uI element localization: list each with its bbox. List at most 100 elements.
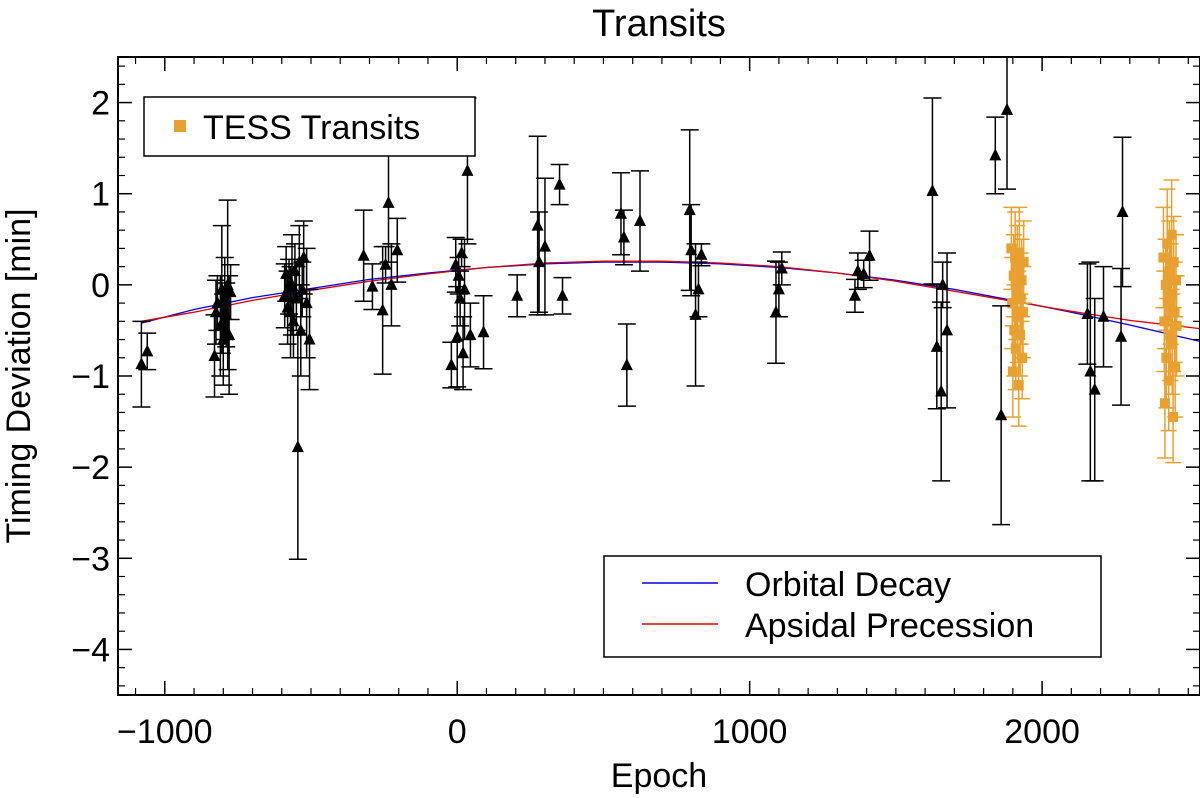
chart-title: Transits (592, 3, 726, 45)
square-marker (1016, 275, 1027, 286)
transit-point (508, 274, 527, 318)
transit-point (933, 261, 952, 309)
triangle-marker (141, 344, 154, 357)
x-axis-label: Epoch (611, 757, 707, 795)
y-tick-label: 1 (91, 176, 110, 214)
transit-point (455, 238, 474, 341)
triangle-marker (556, 288, 569, 301)
triangle-marker (223, 327, 236, 340)
transit-point (617, 323, 636, 407)
transit-point (221, 264, 240, 321)
triangle-marker (391, 243, 404, 256)
y-tick-label: 0 (91, 267, 110, 305)
tess-transit-point (1168, 274, 1185, 377)
square-marker (1162, 298, 1173, 309)
transit-point (1085, 297, 1104, 482)
triangle-marker (303, 332, 316, 345)
transit-point (682, 203, 701, 297)
legend-models: Orbital Decay Apsidal Precession (603, 555, 1102, 658)
transit-point (530, 211, 549, 313)
triangle-marker (930, 339, 943, 352)
triangle-marker (445, 358, 458, 371)
transit-point (611, 172, 630, 256)
transit-point (288, 334, 307, 560)
legend-tess: TESS Transits (143, 96, 476, 157)
transit-point (692, 243, 711, 267)
triangle-marker (294, 323, 307, 336)
transit-point (1112, 267, 1131, 406)
triangle-marker (209, 305, 222, 318)
triangle-marker (775, 261, 788, 274)
transit-point (382, 243, 401, 327)
square-marker (1009, 325, 1020, 336)
y-axis-label: Timing Deviation [min] (0, 208, 38, 543)
triangle-marker (848, 288, 861, 301)
triangle-marker (683, 203, 696, 216)
x-tick-label: −1000 (117, 713, 213, 751)
triangle-marker (941, 323, 954, 336)
transit-point (138, 332, 157, 371)
triangle-marker (617, 230, 630, 243)
triangle-marker (366, 279, 379, 292)
x-tick-label: 0 (448, 713, 467, 751)
triangle-marker (620, 358, 633, 371)
triangle-marker (1088, 382, 1101, 395)
transit-point (997, 56, 1016, 190)
square-marker (1015, 293, 1026, 304)
transit-point (845, 278, 864, 313)
triangle-marker (208, 348, 221, 361)
tess-transits-layer (1003, 179, 1185, 464)
transit-point (388, 217, 407, 283)
square-marker (1167, 339, 1178, 350)
triangle-marker (452, 268, 465, 281)
transit-point (132, 320, 151, 408)
square-marker (1010, 343, 1021, 354)
triangle-marker (385, 277, 398, 290)
triangle-marker (135, 357, 148, 370)
triangle-marker (685, 243, 698, 256)
triangle-marker (935, 384, 948, 397)
transit-point (614, 209, 633, 266)
triangle-marker (689, 307, 702, 320)
legend-tess-label: TESS Transits (203, 109, 420, 147)
x-tick-label: 2000 (1004, 713, 1080, 751)
legend-orbital-decay-label: Orbital Decay (745, 566, 951, 604)
triangle-marker (224, 285, 237, 298)
transit-point (1081, 261, 1100, 482)
triangle-marker (1084, 364, 1097, 377)
triangle-marker (1116, 204, 1129, 217)
y-tick-label: −2 (71, 449, 110, 487)
triangle-marker (379, 257, 392, 270)
triangle-marker (455, 245, 468, 258)
transit-point (992, 305, 1011, 526)
transit-point (1094, 265, 1113, 368)
square-marker (1161, 352, 1172, 363)
y-tick-label: −1 (71, 358, 110, 396)
square-marker (1159, 398, 1170, 409)
triangle-marker (926, 183, 939, 196)
triangle-marker (633, 214, 646, 227)
y-tick-label: −4 (71, 631, 110, 669)
transit-point (932, 301, 951, 482)
transit-point (938, 252, 957, 409)
tess-transit-point (1015, 220, 1032, 304)
square-marker (1170, 361, 1181, 372)
transit-point (300, 288, 319, 391)
triangle-marker (357, 248, 370, 261)
triangle-marker (376, 303, 389, 316)
triangle-marker (458, 282, 471, 295)
square-marker (1018, 307, 1029, 318)
triangle-marker (533, 255, 546, 268)
triangle-marker (553, 177, 566, 190)
transit-point (772, 251, 791, 286)
triangle-marker (461, 163, 474, 176)
legend-tess-square-icon (174, 120, 186, 132)
transits-layer (132, 56, 1132, 560)
transit-point (528, 135, 547, 316)
plot-frame (117, 56, 1200, 696)
transit-point (553, 276, 572, 315)
legend-models-box (603, 555, 1102, 658)
triangle-marker (857, 266, 870, 279)
transit-point (363, 263, 382, 311)
transit-point (986, 116, 1005, 195)
